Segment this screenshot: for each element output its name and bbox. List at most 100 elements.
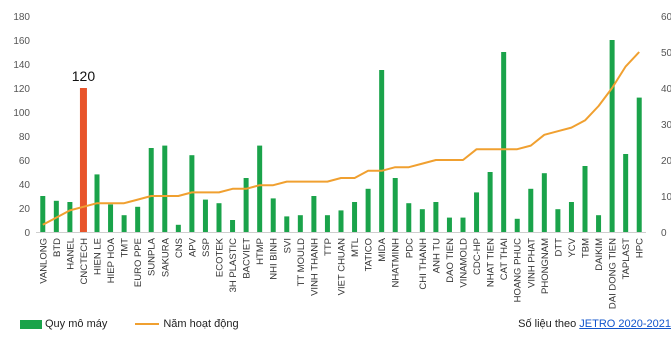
bar-apv [189,155,195,232]
bar-hpc [636,97,642,232]
x-tick-label: CNCTECH [79,238,90,285]
x-tick-label: MIDA [377,237,388,261]
bar-hanel [67,202,73,232]
y-left-tick-label: 80 [19,132,31,143]
x-tick-label: DAIKIM [594,238,605,271]
bar-vinh-thanh [311,196,317,232]
y-left-tick-label: 40 [19,180,31,191]
x-tick-label: ECOTEK [215,237,226,277]
bar-hoang-phuc [514,218,520,232]
source-link[interactable]: JETRO 2020-2021 [579,318,671,330]
legend-item-line: Năm hoạt động [135,318,239,330]
y-left-tick-label: 0 [24,228,30,239]
x-tick-label: BTD [52,238,63,257]
x-tick-label: HANEL [65,238,76,270]
x-tick-label: CAT THAI [499,238,510,280]
bar-nhat-tien [487,172,493,232]
data-label-cnctech: 120 [72,68,96,84]
x-tick-label: TMT [120,238,131,258]
y-right-tick-label: 60 [661,12,671,23]
legend-line-label: Năm hoạt động [163,318,239,330]
x-tick-label: TT MOULD [296,238,307,287]
bar-viet-chuan [338,210,344,232]
x-tick-label: SSP [201,238,212,257]
x-tick-label: CDC-HP [472,238,483,275]
x-tick-label: PDC [404,238,415,258]
x-tick-label: VANLONG [38,238,49,284]
x-tick-label: BACVIET [242,238,253,279]
x-tick-label: DAI DONG TIEN [608,238,619,309]
x-tick-label: 3H PLASTIC [228,238,239,293]
y-right-tick-label: 30 [661,120,671,131]
x-tick-label: SUNPLA [147,237,158,276]
legend-item-bars: Quy mô máy [20,318,107,330]
x-tick-label: NHI BINH [269,238,280,280]
bar-daikim [596,215,602,232]
legend-bar-label: Quy mô máy [45,318,108,330]
x-tick-label: CNS [174,238,185,258]
bar-cat-thai [501,52,507,232]
bar-taplast [623,154,629,232]
bar-phongnam [541,173,547,232]
bar-nhi-binh [270,198,276,232]
bar-nhatminh [392,178,398,232]
y-right-tick-label: 20 [661,156,671,167]
bar-cnctech [79,88,87,232]
bar-sunpla [148,148,154,232]
x-tick-label: CHI THANH [418,238,429,290]
y-right-tick-label: 40 [661,84,671,95]
x-tick-label: SAKURA [160,237,171,277]
bar-hiep-hoa [108,204,114,232]
bar-svi [284,216,290,232]
y-left-tick-label: 60 [19,156,31,167]
bar-tt-mould [297,215,303,232]
x-tick-label: NHAT TIEN [486,238,497,287]
legend-line-swatch [135,323,160,325]
x-tick-label: VIET CHUAN [337,238,348,296]
y-left-tick-label: 20 [19,204,31,215]
bar-dai-dong-tien [609,40,615,232]
bar-btd [53,200,59,232]
bar-3h-plastic [230,220,236,232]
bar-mtl [352,202,358,232]
x-tick-label: TBM [581,238,592,258]
x-tick-label: VINH PHAT [526,238,537,288]
bar-tbm [582,166,588,232]
x-tick-label: MTL [350,238,361,257]
bar-ycv [568,202,574,232]
x-tick-label: EURO PPE [133,238,144,287]
x-tick-label: HPC [635,238,646,258]
x-tick-label: SVI [282,238,293,253]
x-tick-label: VINH THANH [309,238,320,296]
bar-bacviet [243,178,249,232]
x-tick-label: PHONGNAM [540,238,551,294]
y-right-tick-label: 50 [661,48,671,59]
legend-bar-swatch [20,319,42,329]
bar-euro-ppe [135,206,141,232]
y-left-tick-label: 140 [13,60,30,71]
bar-vanlong [40,196,46,232]
x-tick-label: DTT [553,238,564,257]
bar-vinh-phat [528,188,534,232]
source-prefix: Số liệu theo [518,318,580,330]
bar-tmt [121,215,127,232]
y-right-tick-label: 10 [661,192,671,203]
bar-ttp [324,215,330,232]
bar-ssp [202,199,208,232]
x-tick-label: HOANG PHUC [513,238,524,303]
x-tick-label: HIEN LE [93,238,104,275]
y-left-tick-label: 100 [13,108,30,119]
y-left-tick-label: 120 [13,84,30,95]
y-left-tick-label: 160 [13,36,30,47]
bar-pdc [406,203,412,232]
x-tick-label: HIEP HOA [106,237,117,283]
y-left-tick-label: 180 [13,12,30,23]
bar-cns [175,224,181,232]
bar-dtt [555,209,561,232]
x-tick-label: VINAMOLD [459,238,470,288]
x-tick-label: TATICO [364,238,375,271]
x-tick-label: NHATMINH [391,238,402,288]
bar-anh-tu [433,202,439,232]
x-tick-label: TTP [323,238,334,256]
bar-mida [379,70,385,232]
